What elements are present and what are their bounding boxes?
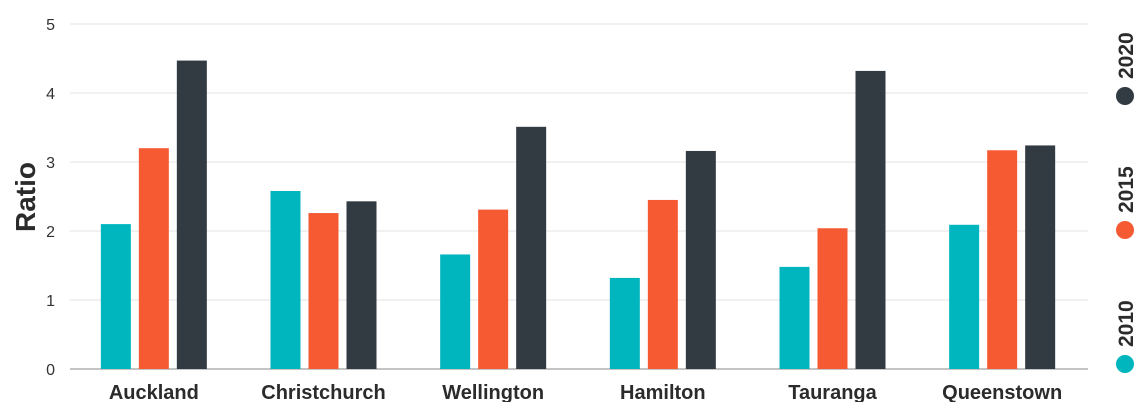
legend: 2010 2015 2020	[1115, 32, 1138, 373]
x-tick-label: Hamilton	[620, 382, 706, 402]
bar-2020-christchurch	[346, 201, 377, 369]
bar-2020-wellington	[516, 126, 547, 369]
bar-2020-auckland	[176, 60, 207, 369]
y-tick-label: 0	[46, 362, 55, 379]
x-tick-label: Tauranga	[788, 382, 877, 402]
x-tick-label: Christchurch	[261, 382, 385, 402]
y-tick-label: 5	[46, 17, 55, 34]
y-axis-ticks: 0 1 2 3 4 5	[46, 17, 55, 379]
bars	[100, 60, 1056, 370]
legend-swatch	[1116, 221, 1134, 239]
x-axis-labels: Auckland Christchurch Wellington Hamilton Ta…	[109, 382, 1062, 402]
legend-item-2020: 2020	[1115, 32, 1138, 105]
legend-label: 2020	[1115, 32, 1138, 79]
bar-2020-queenstown	[1025, 145, 1056, 369]
bar-2015-tauranga	[817, 228, 848, 369]
y-tick-label: 2	[46, 224, 55, 241]
bar-2010-auckland	[100, 224, 131, 369]
y-tick-label: 3	[46, 155, 55, 172]
bar-2015-auckland	[138, 148, 169, 369]
legend-label: 2010	[1115, 300, 1138, 347]
y-axis-title: Ratio	[10, 162, 41, 232]
legend-label: 2015	[1115, 166, 1138, 213]
bar-2015-queenstown	[987, 150, 1018, 369]
x-tick-label: Queenstown	[942, 382, 1062, 402]
bar-2010-christchurch	[270, 190, 301, 369]
legend-swatch	[1116, 87, 1134, 105]
bar-2015-hamilton	[647, 199, 678, 369]
y-tick-label: 4	[46, 86, 55, 103]
bar-2015-wellington	[478, 209, 509, 369]
bar-2020-tauranga	[855, 70, 886, 370]
bar-2010-queenstown	[949, 224, 980, 369]
legend-item-2010: 2010	[1115, 300, 1138, 373]
bar-2010-tauranga	[779, 266, 810, 369]
x-tick-label: Auckland	[109, 382, 199, 402]
y-tick-label: 1	[46, 293, 55, 310]
bar-2020-hamilton	[685, 150, 716, 369]
x-tick-label: Wellington	[442, 382, 544, 402]
bar-2015-christchurch	[308, 213, 339, 369]
legend-swatch	[1116, 355, 1134, 373]
legend-item-2015: 2015	[1115, 166, 1138, 239]
bar-2010-hamilton	[609, 277, 640, 369]
bar-2010-wellington	[440, 254, 471, 369]
gridlines	[70, 23, 1088, 370]
